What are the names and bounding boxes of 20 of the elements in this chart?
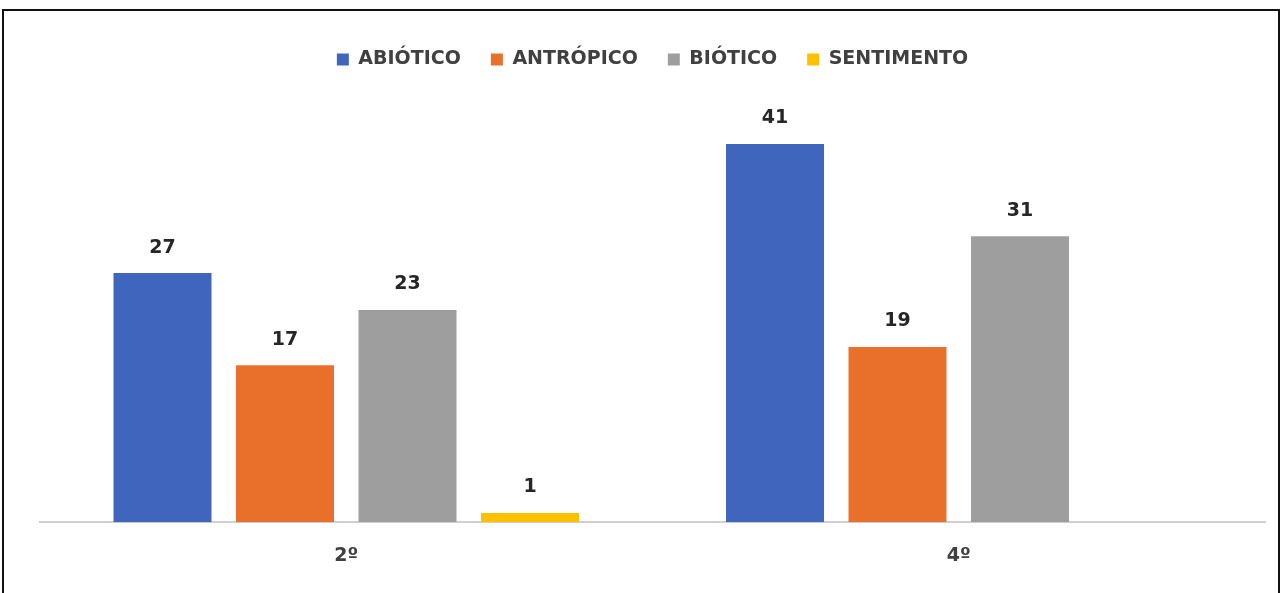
legend-label: ANTRÓPICO xyxy=(512,45,638,69)
legend-label: ABIÓTICO xyxy=(358,45,461,69)
bar xyxy=(113,273,212,523)
x-tick-label: 2º xyxy=(334,542,359,565)
data-label: 17 xyxy=(271,326,299,349)
bar xyxy=(358,309,457,523)
data-label: 27 xyxy=(149,234,176,257)
x-tick-label: 4º xyxy=(946,542,971,565)
data-label: 19 xyxy=(884,308,911,331)
data-label: 31 xyxy=(1006,197,1034,220)
data-label: 41 xyxy=(761,105,789,128)
data-label: 23 xyxy=(394,271,421,294)
bar xyxy=(236,365,334,523)
bar xyxy=(726,143,824,523)
legend-label: BIÓTICO xyxy=(689,45,778,69)
bar xyxy=(481,512,579,523)
bar xyxy=(971,236,1069,523)
legend-label: SENTIMENTO xyxy=(828,46,969,69)
data-label: 1 xyxy=(523,474,537,497)
bar xyxy=(848,346,947,523)
